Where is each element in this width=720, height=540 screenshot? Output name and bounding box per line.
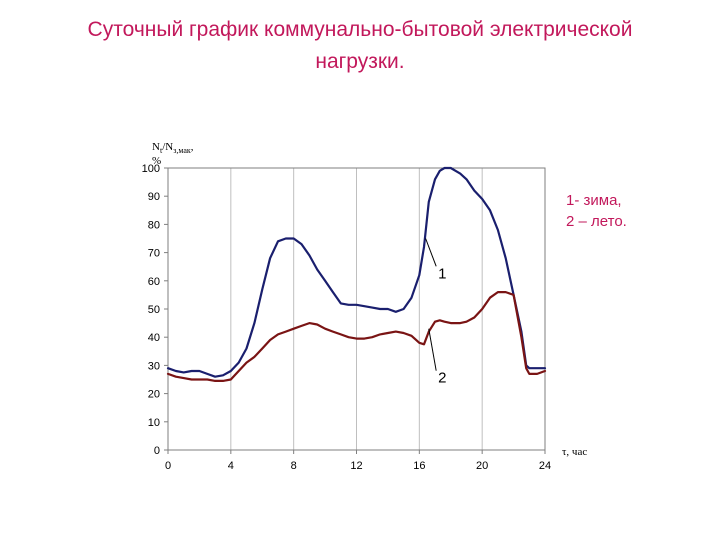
x-tick-label: 12 <box>350 460 362 472</box>
y-tick-label: 10 <box>148 417 160 429</box>
legend-line-2: 2 – лето. <box>566 213 627 230</box>
series-lines <box>166 166 547 382</box>
legend: 1- зима, 2 – лето. <box>566 190 627 232</box>
curve-annotations: 12 <box>425 238 447 387</box>
x-tick-label: 8 <box>291 460 297 472</box>
y-axis-label: Nt/Nз,мак, <box>152 141 194 155</box>
annotation-leader <box>425 238 437 267</box>
y-tick-label: 50 <box>148 304 160 316</box>
slide-title: Суточный график коммунально-бытовой элек… <box>0 14 720 78</box>
x-axis-label: τ, час <box>562 446 587 458</box>
y-tick-label: 60 <box>148 276 160 288</box>
annotation-leader <box>428 328 437 371</box>
y-tick-label: 0 <box>154 445 160 457</box>
y-tick-label: 70 <box>148 248 160 260</box>
grid <box>230 168 483 450</box>
y-tick-label: 90 <box>148 191 160 203</box>
y-tick-label: 20 <box>148 389 160 401</box>
x-tick-label: 20 <box>476 460 488 472</box>
x-tick-label: 16 <box>413 460 425 472</box>
x-tick-label: 0 <box>165 460 171 472</box>
series-line-2 <box>166 291 547 382</box>
x-tick-label: 4 <box>228 460 234 472</box>
title-line-2: нагрузки. <box>315 50 405 73</box>
y-axis-label-unit: % <box>152 155 161 167</box>
y-tick-label: 40 <box>148 332 160 344</box>
annotation-label: 1 <box>438 265 446 282</box>
series-line-1 <box>166 166 547 378</box>
y-tick-label: 30 <box>148 360 160 372</box>
annotation-label: 2 <box>438 370 446 387</box>
title-line-1: Суточный график коммунально-бытовой элек… <box>87 18 633 41</box>
legend-line-1: 1- зима, <box>566 192 622 209</box>
y-tick-label: 100 <box>142 163 160 175</box>
y-tick-label: 80 <box>148 219 160 231</box>
x-tick-label: 24 <box>539 460 551 472</box>
